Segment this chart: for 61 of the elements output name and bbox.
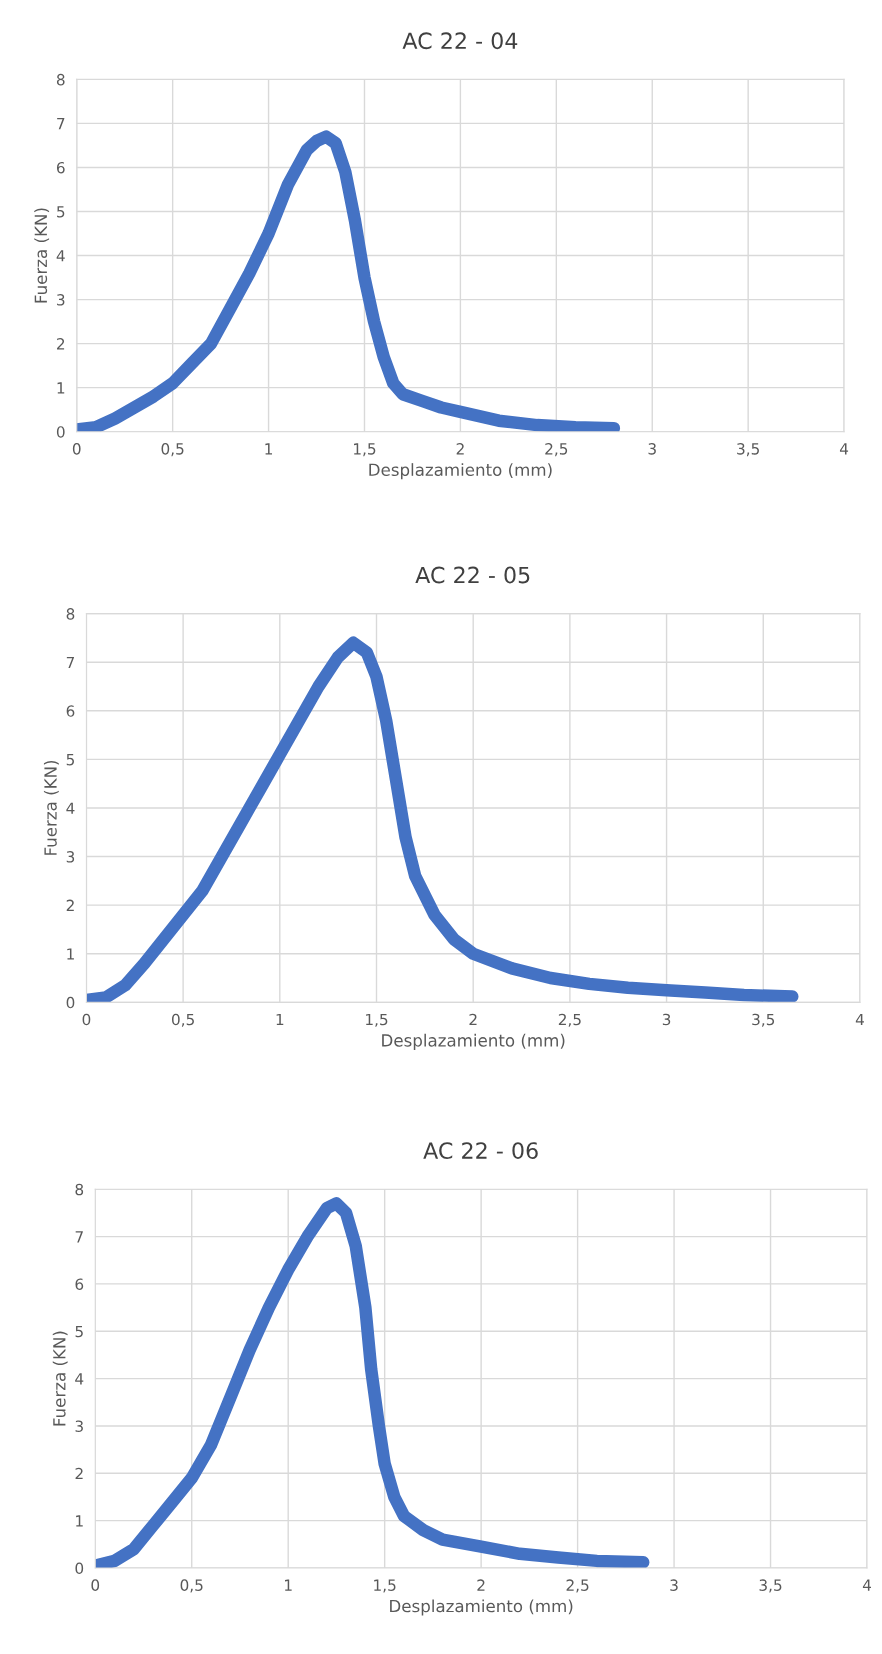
x-tick-label: 4: [862, 1579, 872, 1591]
x-tick-label: 0,5: [171, 1013, 194, 1027]
x-tick-label: 1: [285, 1579, 292, 1591]
y-tick-label: 3: [66, 851, 75, 863]
x-tick-label: 4: [855, 1013, 864, 1026]
x-tick-label: 1,5: [374, 1579, 396, 1593]
chart-title: AC 22 - 04: [402, 32, 518, 50]
y-tick-label: 3: [57, 294, 65, 306]
y-tick-label: 8: [66, 608, 75, 620]
x-axis-title: Desplazamiento (mm): [369, 463, 552, 480]
y-tick-label: 4: [56, 250, 65, 262]
x-tick-label: 0: [91, 1579, 100, 1591]
x-tick-label: 3: [662, 1013, 671, 1026]
y-tick-label: 3: [75, 1420, 83, 1432]
x-tick-label: 1,5: [354, 443, 376, 457]
x-tick-label: 0,5: [161, 443, 184, 457]
y-tick-label: 4: [75, 1373, 84, 1385]
y-tick-label: 2: [75, 1467, 83, 1480]
x-tick-label: 2,5: [558, 1013, 581, 1027]
y-tick-label: 6: [75, 1278, 84, 1290]
y-tick-label: 8: [75, 1183, 84, 1196]
y-tick-label: 0: [56, 426, 65, 438]
y-tick-label: 5: [57, 206, 65, 218]
x-tick-label: 2,5: [566, 1579, 589, 1593]
x-tick-label: 2: [469, 1013, 477, 1026]
y-tick-label: 5: [75, 1325, 83, 1338]
y-tick-label: 2: [66, 899, 74, 911]
y-tick-label: 4: [66, 802, 75, 814]
y-axis-title: Fuerza (KN): [52, 1331, 68, 1426]
x-tick-label: 3,5: [737, 443, 759, 457]
y-tick-label: 1: [76, 1515, 83, 1527]
y-tick-label: 0: [66, 996, 75, 1009]
chart-title: AC 22 - 05: [415, 566, 530, 584]
y-tick-label: 6: [56, 161, 65, 174]
y-tick-label: 7: [57, 118, 65, 130]
y-tick-label: 5: [66, 754, 74, 766]
y-tick-label: 1: [57, 382, 65, 394]
y-tick-label: 7: [66, 656, 75, 669]
y-axis-title: Fuerza (KN): [43, 760, 59, 855]
x-tick-label: 3: [648, 443, 656, 455]
x-tick-label: 2,5: [545, 443, 568, 457]
x-tick-label: 3,5: [752, 1013, 775, 1027]
y-tick-label: 1: [67, 948, 74, 960]
x-tick-label: 3: [670, 1579, 678, 1591]
x-tick-label: 1,5: [366, 1013, 388, 1027]
x-tick-label: 0,5: [180, 1579, 203, 1593]
y-tick-label: 6: [66, 705, 75, 717]
x-tick-label: 1: [276, 1013, 284, 1026]
x-axis-title: Desplazamiento (mm): [390, 1599, 573, 1616]
x-tick-label: 2: [477, 1579, 485, 1591]
y-tick-label: 0: [75, 1562, 84, 1575]
y-tick-label: 7: [75, 1231, 83, 1243]
y-tick-label: 8: [56, 73, 65, 86]
chart-title: AC 22 - 06: [423, 1142, 538, 1159]
x-tick-label: 3,5: [759, 1579, 782, 1593]
x-axis-title: Desplazamiento (mm): [382, 1033, 565, 1050]
y-tick-label: 2: [57, 338, 65, 350]
x-tick-label: 2: [456, 443, 464, 455]
x-tick-label: 1: [265, 443, 273, 455]
x-tick-label: 4: [839, 443, 849, 455]
y-axis-title: Fuerza (KN): [34, 208, 50, 303]
